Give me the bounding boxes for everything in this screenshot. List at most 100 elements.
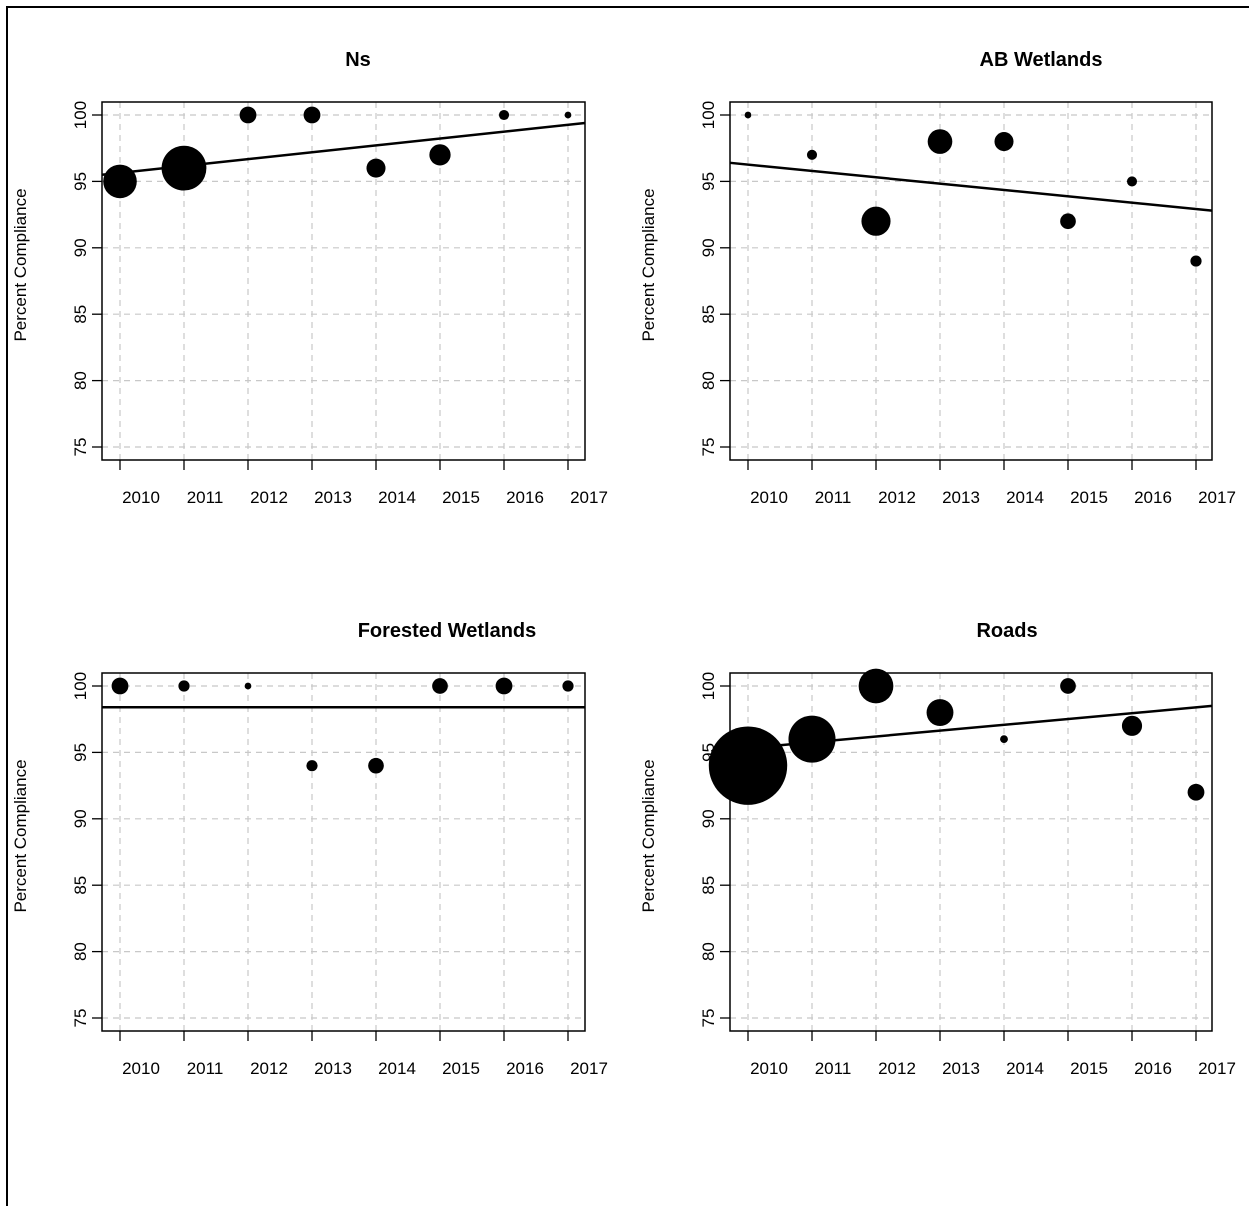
data-point xyxy=(788,715,836,763)
x-tick-label: 2015 xyxy=(442,1059,480,1078)
data-point xyxy=(103,164,137,199)
x-tick-label: 2016 xyxy=(1134,1059,1172,1078)
x-tick-label: 2013 xyxy=(314,488,352,507)
y-tick-label: 100 xyxy=(71,101,90,129)
chart-panel-1: Ns Percent Compliance 75 80 85 90 95 100 2010 201… xyxy=(11,49,608,507)
x-tick-label: 2017 xyxy=(1198,488,1236,507)
plot-area xyxy=(729,672,1213,1032)
y-axis-title: Percent Compliance xyxy=(639,188,658,341)
x-tick-label: 2013 xyxy=(942,488,980,507)
data-point xyxy=(303,106,321,124)
plot-area xyxy=(729,101,1213,461)
data-point xyxy=(1060,678,1076,694)
x-tick-label: 2017 xyxy=(570,1059,608,1078)
x-tick-label: 2014 xyxy=(378,488,416,507)
data-point xyxy=(858,668,894,704)
x-tick-label: 2010 xyxy=(122,488,160,507)
y-tick-label: 95 xyxy=(699,172,718,191)
y-tick-label: 80 xyxy=(699,942,718,961)
data-point xyxy=(306,760,318,772)
data-point xyxy=(1126,176,1138,187)
y-tick-label: 90 xyxy=(699,238,718,257)
y-axis-title: Percent Compliance xyxy=(11,188,30,341)
x-tick-label: 2015 xyxy=(1070,1059,1108,1078)
data-point xyxy=(244,682,252,690)
y-tick-label: 85 xyxy=(699,876,718,895)
chart-title: Roads xyxy=(976,620,1037,642)
data-point xyxy=(366,158,386,178)
data-point xyxy=(1000,735,1008,744)
plot-area xyxy=(101,101,586,461)
data-point xyxy=(744,111,752,119)
data-point xyxy=(806,149,818,160)
x-tick-label: 2011 xyxy=(815,488,852,507)
y-tick-label: 75 xyxy=(699,1009,718,1028)
chart-title: AB Wetlands xyxy=(980,49,1103,71)
y-tick-label: 90 xyxy=(71,238,90,257)
y-tick-label: 85 xyxy=(71,876,90,895)
data-point xyxy=(368,757,384,774)
data-point xyxy=(1121,715,1143,736)
x-tick-label: 2012 xyxy=(878,1059,916,1078)
x-tick-label: 2014 xyxy=(1006,488,1044,507)
chart-panel-2: AB Wetlands Percent Compliance 75 80 85 90 95 1… xyxy=(639,49,1236,507)
figure-frame xyxy=(6,6,1249,1206)
x-tick-label: 2016 xyxy=(1134,488,1172,507)
x-tick-label: 2012 xyxy=(878,488,916,507)
x-tick-label: 2013 xyxy=(314,1059,352,1078)
chart-title: Forested Wetlands xyxy=(358,620,537,642)
data-point xyxy=(861,206,891,236)
x-tick-label: 2016 xyxy=(506,1059,544,1078)
y-tick-label: 90 xyxy=(699,809,718,828)
y-tick-label: 95 xyxy=(71,743,90,762)
x-tick-label: 2017 xyxy=(570,488,608,507)
chart-panel-3: Forested Wetlands Percent Compliance 75 80 8… xyxy=(11,620,608,1078)
x-tick-label: 2017 xyxy=(1198,1059,1236,1078)
y-tick-label: 75 xyxy=(71,438,90,457)
x-tick-label: 2011 xyxy=(187,488,224,507)
data-point xyxy=(994,132,1014,152)
data-point xyxy=(178,680,190,692)
data-point xyxy=(432,678,448,694)
x-tick-label: 2014 xyxy=(1006,1059,1044,1078)
data-point xyxy=(429,144,451,166)
data-point xyxy=(498,109,510,121)
x-tick-label: 2014 xyxy=(378,1059,416,1078)
x-tick-label: 2012 xyxy=(250,488,288,507)
data-point xyxy=(926,699,954,726)
x-tick-label: 2015 xyxy=(442,488,480,507)
x-tick-label: 2013 xyxy=(942,1059,980,1078)
x-tick-label: 2010 xyxy=(750,488,788,507)
y-tick-label: 95 xyxy=(71,172,90,191)
chart-figure: Ns Percent Compliance 75 80 85 90 95 100 2010 201… xyxy=(11,49,1236,1078)
data-point xyxy=(161,145,207,191)
x-tick-label: 2012 xyxy=(250,1059,288,1078)
y-tick-label: 100 xyxy=(699,101,718,129)
data-point xyxy=(1187,783,1205,801)
x-tick-label: 2015 xyxy=(1070,488,1108,507)
x-tick-label: 2011 xyxy=(187,1059,224,1078)
y-tick-label: 75 xyxy=(699,438,718,457)
x-tick-label: 2010 xyxy=(750,1059,788,1078)
y-axis-title: Percent Compliance xyxy=(639,759,658,912)
plot-area xyxy=(101,672,586,1032)
x-tick-label: 2011 xyxy=(815,1059,852,1078)
trend-line xyxy=(729,161,1213,212)
y-tick-label: 100 xyxy=(699,672,718,700)
data-point xyxy=(564,111,572,119)
data-point xyxy=(562,680,574,692)
y-tick-label: 90 xyxy=(71,809,90,828)
y-axis-title: Percent Compliance xyxy=(11,759,30,912)
y-tick-label: 75 xyxy=(71,1009,90,1028)
y-tick-label: 80 xyxy=(71,942,90,961)
y-tick-label: 80 xyxy=(71,371,90,390)
y-tick-label: 80 xyxy=(699,371,718,390)
data-point xyxy=(1190,255,1202,267)
x-tick-label: 2016 xyxy=(506,488,544,507)
data-point xyxy=(927,129,953,154)
x-tick-label: 2010 xyxy=(122,1059,160,1078)
data-point xyxy=(495,677,513,695)
data-point xyxy=(1060,213,1076,230)
y-tick-label: 85 xyxy=(71,305,90,324)
